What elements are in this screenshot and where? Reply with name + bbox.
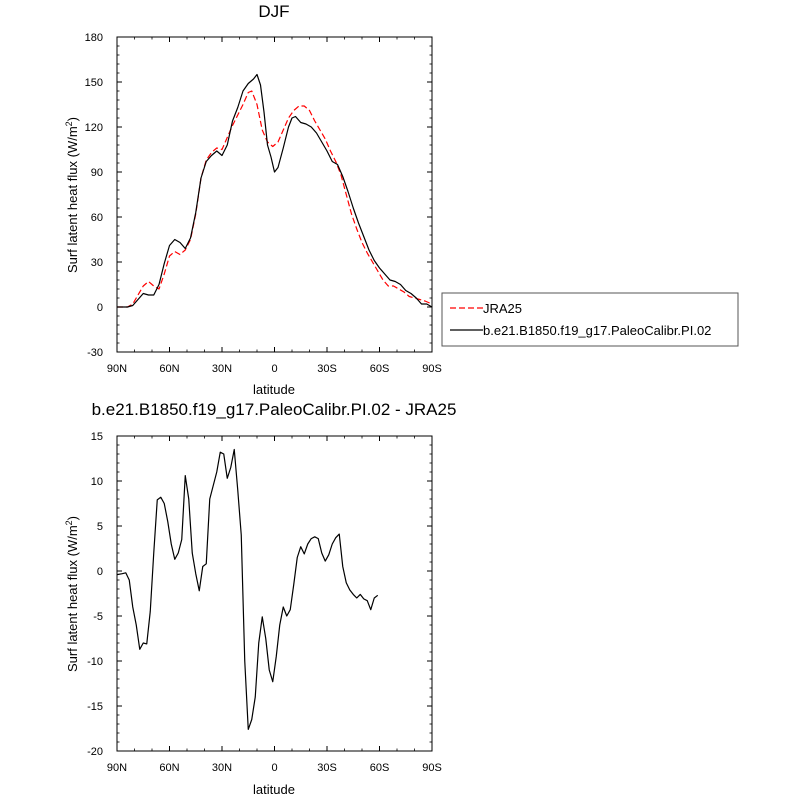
legend-label-jra25: JRA25: [483, 301, 522, 316]
top-plot-frame: [116, 36, 433, 353]
bottom-panel-title: b.e21.B1850.f19_g17.PaleoCalibr.PI.02 - …: [92, 400, 457, 419]
bottom-y-axis-title: Surf latent heat flux (W/m2): [64, 516, 80, 672]
top-x-tick-label: 60N: [159, 363, 179, 375]
bottom-x-tick-label: 60N: [159, 762, 179, 774]
bottom-y-tick-label: -15: [87, 701, 103, 713]
bottom-y-tick-label: -20: [87, 746, 103, 758]
top-x-axis-title: latitude: [253, 382, 295, 397]
top-y-tick-label: 30: [91, 257, 103, 269]
top-x-tick-label: 30N: [212, 363, 232, 375]
legend-label-model: b.e21.B1850.f19_g17.PaleoCalibr.PI.02: [483, 323, 711, 338]
bottom-x-axis-title: latitude: [253, 782, 295, 797]
top-panel-ticks: -30 0 30 60 90 120 150 180 90N 60N 30N 0 30S 60S 90S: [85, 32, 442, 375]
bottom-plot-frame: [116, 435, 433, 752]
bottom-y-tick-label: 5: [97, 521, 103, 533]
bottom-x-tick-label: 90N: [107, 762, 127, 774]
top-y-axis-title-main: Surf latent heat flux (W/m: [65, 126, 80, 273]
legend: JRA25 b.e21.B1850.f19_g17.PaleoCalibr.PI…: [441, 292, 739, 347]
top-y-axis-title-close: ): [65, 117, 80, 121]
bottom-x-tick-label: 30S: [317, 762, 337, 774]
bottom-y-tick-label: 15: [91, 431, 103, 443]
bottom-panel-ticks: -20 -15 -10 -5 0 5 10 15 90N 60N 30N 0 30S 60S 90S: [87, 431, 442, 774]
top-y-tick-label: 180: [85, 32, 103, 44]
top-panel: DJF -30 0 30 60 90 120 150 180 90N 60N 30N 0 30S 60S 9…: [64, 2, 442, 397]
top-y-tick-label: 0: [97, 302, 103, 314]
bottom-x-tick-label: 0: [271, 762, 277, 774]
top-x-tick-label: 90N: [107, 363, 127, 375]
top-y-tick-label: 120: [85, 122, 103, 134]
bottom-y-tick-label: 0: [97, 566, 103, 578]
bottom-y-tick-label: -5: [93, 611, 103, 623]
bottom-panel: b.e21.B1850.f19_g17.PaleoCalibr.PI.02 - …: [64, 400, 456, 797]
bottom-panel-series: [116, 448, 379, 730]
top-y-tick-label: -30: [87, 347, 103, 359]
bottom-series-line-0: [116, 448, 379, 730]
top-y-axis-title-sup: 2: [64, 121, 74, 126]
top-series-line-0: [117, 90, 433, 308]
bottom-y-axis-title-close: ): [65, 516, 80, 520]
top-x-tick-label: 30S: [317, 363, 337, 375]
bottom-y-axis-title-sup: 2: [64, 520, 74, 525]
bottom-x-tick-label: 30N: [212, 762, 232, 774]
top-panel-series: [117, 73, 433, 308]
top-y-tick-label: 90: [91, 167, 103, 179]
top-x-tick-label: 0: [271, 363, 277, 375]
top-y-tick-label: 150: [85, 77, 103, 89]
top-y-tick-label: 60: [91, 212, 103, 224]
bottom-y-tick-label: 10: [91, 476, 103, 488]
bottom-x-tick-label: 60S: [370, 762, 390, 774]
top-x-tick-label: 90S: [422, 363, 442, 375]
top-series-line-1: [117, 73, 433, 308]
bottom-y-axis-title-main: Surf latent heat flux (W/m: [65, 525, 80, 672]
legend-box: [441, 292, 739, 347]
bottom-y-tick-label: -10: [87, 656, 103, 668]
bottom-x-tick-label: 90S: [422, 762, 442, 774]
top-x-tick-label: 60S: [370, 363, 390, 375]
top-panel-title: DJF: [258, 2, 289, 21]
top-y-axis-title: Surf latent heat flux (W/m2): [64, 117, 80, 273]
